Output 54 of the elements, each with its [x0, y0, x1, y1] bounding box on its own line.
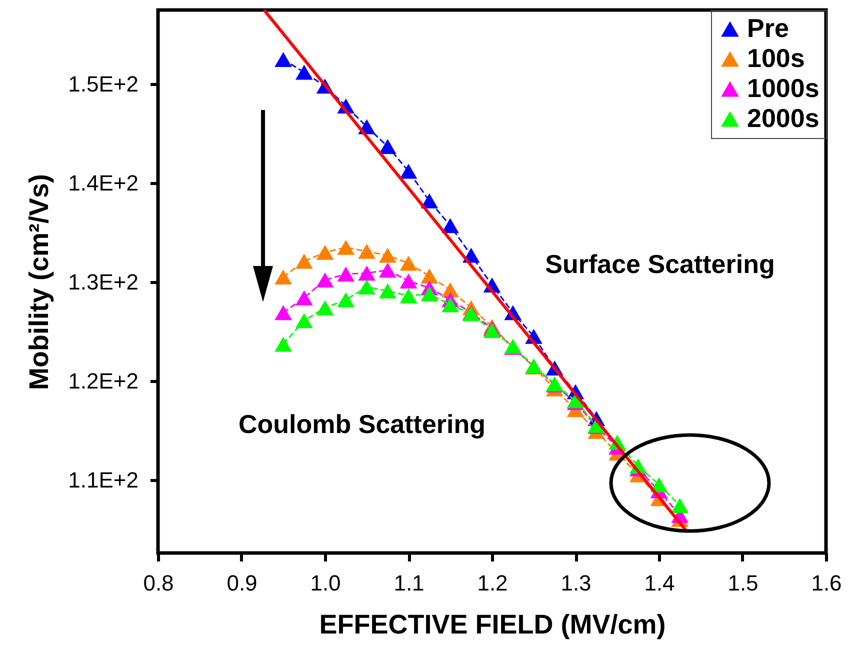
point: [442, 218, 459, 234]
y-tick-label: 1.1E+2: [68, 467, 138, 492]
point: [400, 256, 418, 271]
point: [316, 300, 334, 316]
point: [420, 268, 438, 284]
annotation: Coulomb Scattering: [238, 409, 486, 439]
point: [337, 266, 355, 282]
x-axis-title: EFFECTIVE FIELD (MV/cm): [319, 610, 666, 640]
x-tick-label: 1.6: [811, 570, 842, 596]
point: [316, 244, 334, 260]
x-tick-label: 1.2: [477, 570, 508, 596]
point: [274, 270, 292, 285]
y-tick-label: 1.5E+2: [68, 72, 138, 97]
legend-label: 2000s: [747, 103, 820, 133]
point: [671, 498, 689, 514]
point: [295, 313, 313, 328]
point: [316, 272, 334, 288]
legend-label: Pre: [747, 13, 789, 43]
point: [274, 336, 292, 352]
point: [442, 297, 459, 312]
y-tick-label: 1.3E+2: [68, 269, 138, 294]
point: [420, 286, 438, 302]
point: [274, 52, 292, 67]
x-tick-label: 1.4: [644, 570, 675, 596]
legend-label: 1000s: [747, 73, 820, 103]
point: [378, 283, 396, 298]
point: [378, 262, 396, 278]
x-tick-label: 1.1: [394, 570, 424, 596]
x-tick-label: 1.5: [728, 570, 758, 596]
point: [295, 290, 313, 306]
point: [358, 244, 376, 259]
point: [400, 274, 418, 289]
point: [274, 305, 292, 320]
point: [295, 64, 313, 80]
point: [337, 292, 355, 308]
point: [420, 193, 438, 208]
x-tick-label: 0.8: [143, 570, 174, 596]
annotation: Surface Scattering: [545, 249, 775, 279]
legend-label: 100s: [747, 43, 805, 73]
x-tick-label: 1.0: [310, 570, 341, 596]
y-tick-label: 1.2E+2: [68, 368, 138, 394]
y-tick-label: 1.4E+2: [68, 170, 138, 196]
point: [650, 477, 668, 492]
x-tick-label: 0.9: [226, 570, 258, 596]
point: [400, 164, 418, 179]
point: [378, 248, 396, 263]
point: [358, 266, 376, 281]
x-tick-label: 1.3: [560, 570, 592, 596]
point: [295, 254, 313, 269]
point: [378, 138, 396, 154]
point: [358, 279, 376, 294]
y-axis-title: Mobility (cm²/Vs): [24, 174, 54, 390]
point: [400, 288, 418, 304]
point: [337, 240, 355, 255]
